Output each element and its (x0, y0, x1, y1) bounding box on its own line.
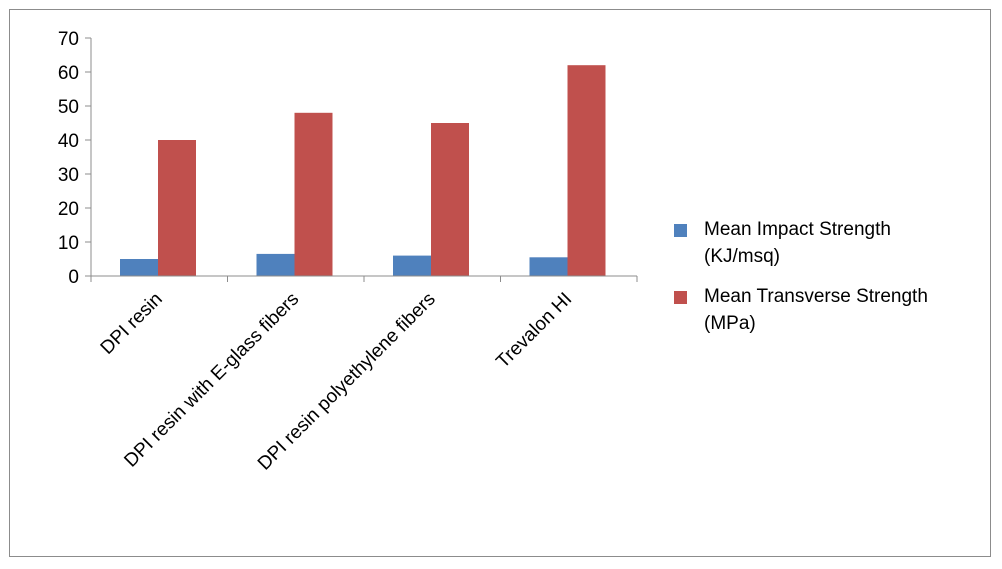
x-tick-label: DPI resin (97, 289, 167, 359)
y-axis-ticks: 0 10 20 30 40 50 60 70 (58, 29, 91, 288)
legend-swatch-impact-strength (674, 224, 687, 237)
legend-item-transverse-strength: Mean Transverse Strength (MPa) (674, 283, 974, 337)
y-tick-label: 70 (58, 29, 79, 50)
bar (431, 123, 469, 276)
bar (567, 65, 606, 276)
bar (256, 253, 295, 276)
legend-label-impact-strength-line2: (KJ/msq) (704, 246, 780, 267)
legend-swatch-transverse-strength (674, 291, 687, 304)
y-tick-label: 50 (58, 97, 79, 118)
chart-frame (9, 9, 991, 557)
legend-label-impact-strength-line1: Mean Impact Strength (704, 219, 891, 240)
y-tick-label: 20 (58, 199, 79, 220)
x-tick-label: Trevalon HI (492, 289, 576, 373)
bar (158, 140, 196, 276)
legend-item-impact-strength: Mean Impact Strength (KJ/msq) (674, 216, 974, 270)
bar (120, 259, 158, 276)
legend-label-transverse-strength-line1: Mean Transverse Strength (704, 286, 928, 307)
y-tick-label: 0 (68, 267, 79, 288)
legend: Mean Impact Strength (KJ/msq) Mean Trans… (674, 216, 974, 350)
bar (529, 257, 568, 276)
bars (120, 65, 606, 276)
y-tick-label: 40 (58, 131, 79, 152)
legend-label-transverse-strength-line2: (MPa) (704, 313, 756, 334)
y-tick-label: 10 (58, 233, 79, 254)
bar (393, 255, 431, 276)
y-tick-label: 30 (58, 165, 79, 186)
bar (294, 112, 333, 276)
y-tick-label: 60 (58, 63, 79, 84)
